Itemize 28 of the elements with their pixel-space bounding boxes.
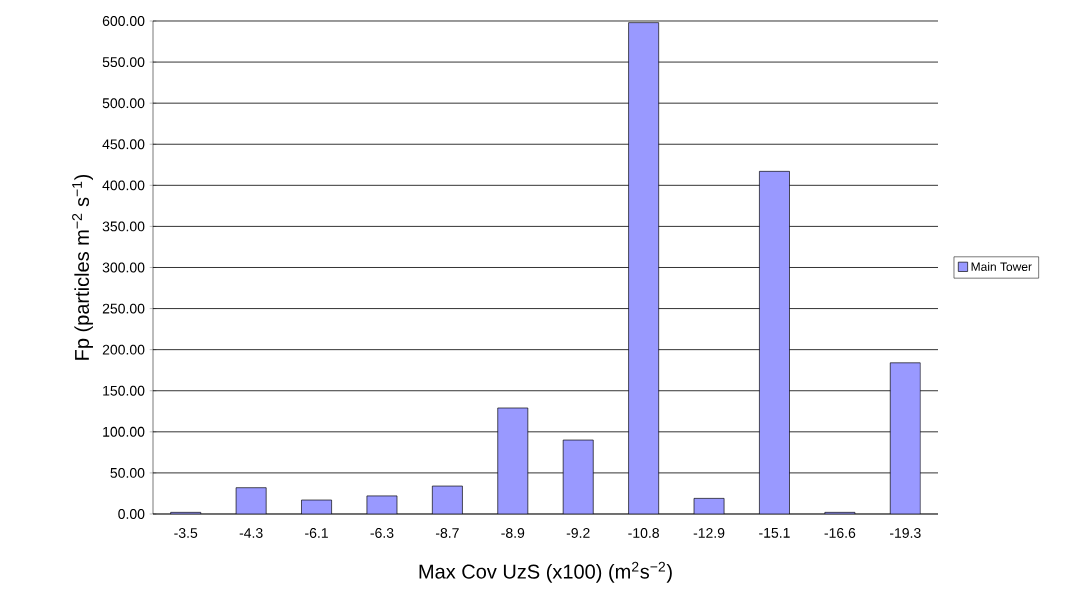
- y-tick-label: 0.00: [118, 509, 145, 519]
- x-tick-label: -10.8: [628, 528, 659, 538]
- y-tick-label: 150.00: [103, 385, 145, 396]
- x-tick-label: -6.3: [370, 528, 394, 538]
- y-tick-label: 600.00: [102, 16, 145, 26]
- x-tick-label: -3.5: [174, 528, 198, 538]
- x-tick-label: -4.3: [239, 528, 263, 538]
- y-tick-label: 550.00: [102, 57, 145, 68]
- y-tick-label: 450.00: [102, 139, 145, 150]
- y-tick-label: 400.00: [102, 180, 145, 191]
- x-tick-label: -8.9: [501, 528, 525, 538]
- legend-label: Main Tower: [971, 262, 1032, 271]
- x-tick-label: -15.1: [759, 528, 790, 538]
- y-tick-label: 300.00: [102, 262, 145, 273]
- x-tick-label: -9.2: [566, 528, 590, 538]
- y-tick-label: 250.00: [102, 303, 145, 314]
- x-tick-label: -6.1: [305, 528, 328, 538]
- y-tick-label: 350.00: [102, 221, 145, 232]
- y-tick-label: 100.00: [103, 426, 145, 437]
- y-tick-label: 500.00: [102, 98, 145, 109]
- x-tick-label: -19.3: [889, 528, 921, 538]
- y-tick-label: 200.00: [102, 344, 145, 355]
- y-axis-title: Fp (particles m$^{−2}$ s$^{−1}$): [72, 174, 93, 360]
- x-tick-label: -12.9: [693, 528, 725, 538]
- y-tick-label: 50.00: [110, 467, 145, 478]
- x-tick-label: -8.7: [435, 528, 459, 538]
- x-axis-title: Max Cov UzS (x100) (m$^{2}$s$^{−2}$): [419, 561, 672, 583]
- x-tick-label: -16.6: [824, 528, 856, 538]
